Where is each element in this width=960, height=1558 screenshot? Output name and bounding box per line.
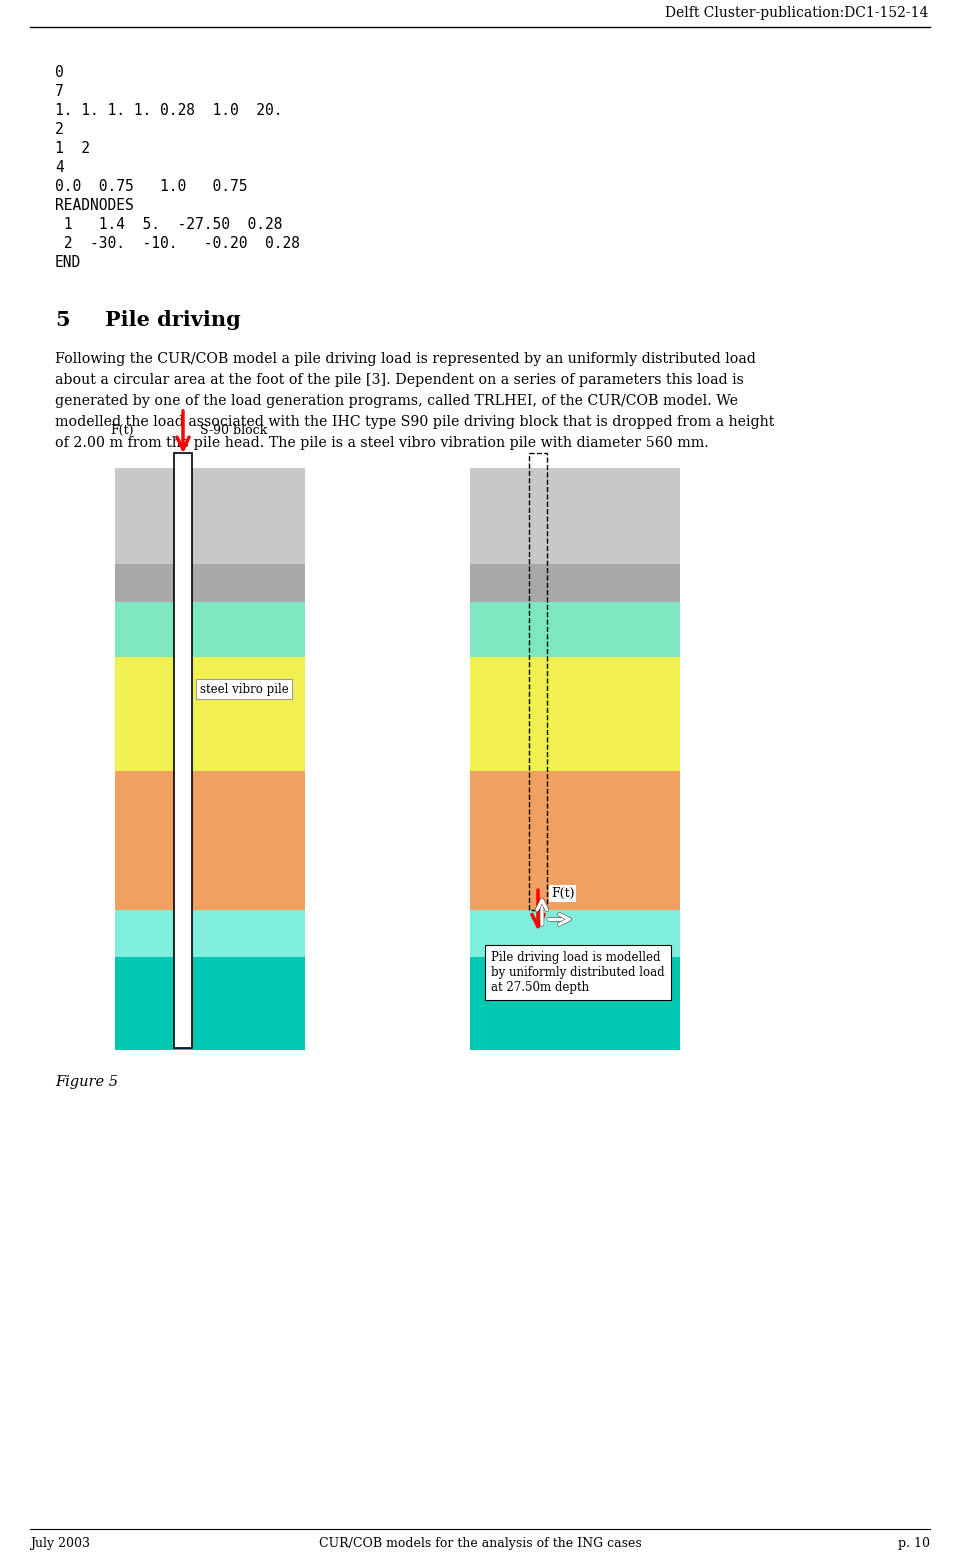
Bar — [115, 601, 305, 657]
Text: END: END — [55, 256, 82, 270]
Text: CUR/COB models for the analysis of the ING cases: CUR/COB models for the analysis of the I… — [319, 1538, 641, 1550]
Bar — [115, 467, 305, 564]
Text: 1. 1. 1. 1. 0.28  1.0  20.: 1. 1. 1. 1. 0.28 1.0 20. — [55, 103, 282, 118]
Text: of 2.00 m from the pile head. The pile is a steel vibro vibration pile with diam: of 2.00 m from the pile head. The pile i… — [55, 436, 708, 450]
Text: 7: 7 — [55, 84, 63, 100]
Bar — [115, 771, 305, 910]
Text: 1   1.4  5.  -27.50  0.28: 1 1.4 5. -27.50 0.28 — [55, 217, 282, 232]
Bar — [470, 467, 680, 564]
Text: Pile driving load is modelled
by uniformly distributed load
at 27.50m depth: Pile driving load is modelled by uniform… — [491, 952, 664, 994]
Text: modelled the load associated with the IHC type S90 pile driving block that is dr: modelled the load associated with the IH… — [55, 414, 775, 428]
Text: generated by one of the load generation programs, called TRLHEI, of the CUR/COB : generated by one of the load generation … — [55, 394, 738, 408]
Text: S-90 block: S-90 block — [200, 424, 267, 436]
Bar — [115, 910, 305, 957]
Bar — [115, 657, 305, 771]
Bar — [115, 564, 305, 601]
Text: READNODES: READNODES — [55, 198, 133, 213]
Bar — [470, 657, 680, 771]
Bar — [470, 957, 680, 1050]
Text: July 2003: July 2003 — [30, 1538, 90, 1550]
Bar — [470, 771, 680, 910]
Text: steel vibro pile: steel vibro pile — [200, 682, 289, 696]
Text: 2: 2 — [55, 122, 63, 137]
Text: F(t): F(t) — [551, 887, 574, 901]
Bar — [115, 957, 305, 1050]
Bar — [470, 564, 680, 601]
Bar — [470, 910, 680, 957]
Bar — [529, 453, 547, 910]
Text: 0.0  0.75   1.0   0.75: 0.0 0.75 1.0 0.75 — [55, 179, 248, 195]
Text: Figure 5: Figure 5 — [55, 1075, 118, 1089]
Bar — [470, 601, 680, 657]
Text: p. 10: p. 10 — [898, 1538, 930, 1550]
Text: about a circular area at the foot of the pile [3]. Dependent on a series of para: about a circular area at the foot of the… — [55, 372, 744, 386]
Text: 1  2: 1 2 — [55, 142, 90, 156]
Text: 5: 5 — [55, 310, 70, 330]
Text: Following the CUR/COB model a pile driving load is represented by an uniformly d: Following the CUR/COB model a pile drivi… — [55, 352, 756, 366]
Text: F(t): F(t) — [110, 424, 133, 436]
Text: 4: 4 — [55, 160, 63, 174]
Text: Pile driving: Pile driving — [105, 310, 241, 330]
Bar — [174, 453, 192, 1049]
Text: Delft Cluster-publication:DC1-152-14: Delft Cluster-publication:DC1-152-14 — [664, 6, 928, 20]
Text: 2  -30.  -10.   -0.20  0.28: 2 -30. -10. -0.20 0.28 — [55, 235, 300, 251]
Text: 0: 0 — [55, 65, 63, 79]
